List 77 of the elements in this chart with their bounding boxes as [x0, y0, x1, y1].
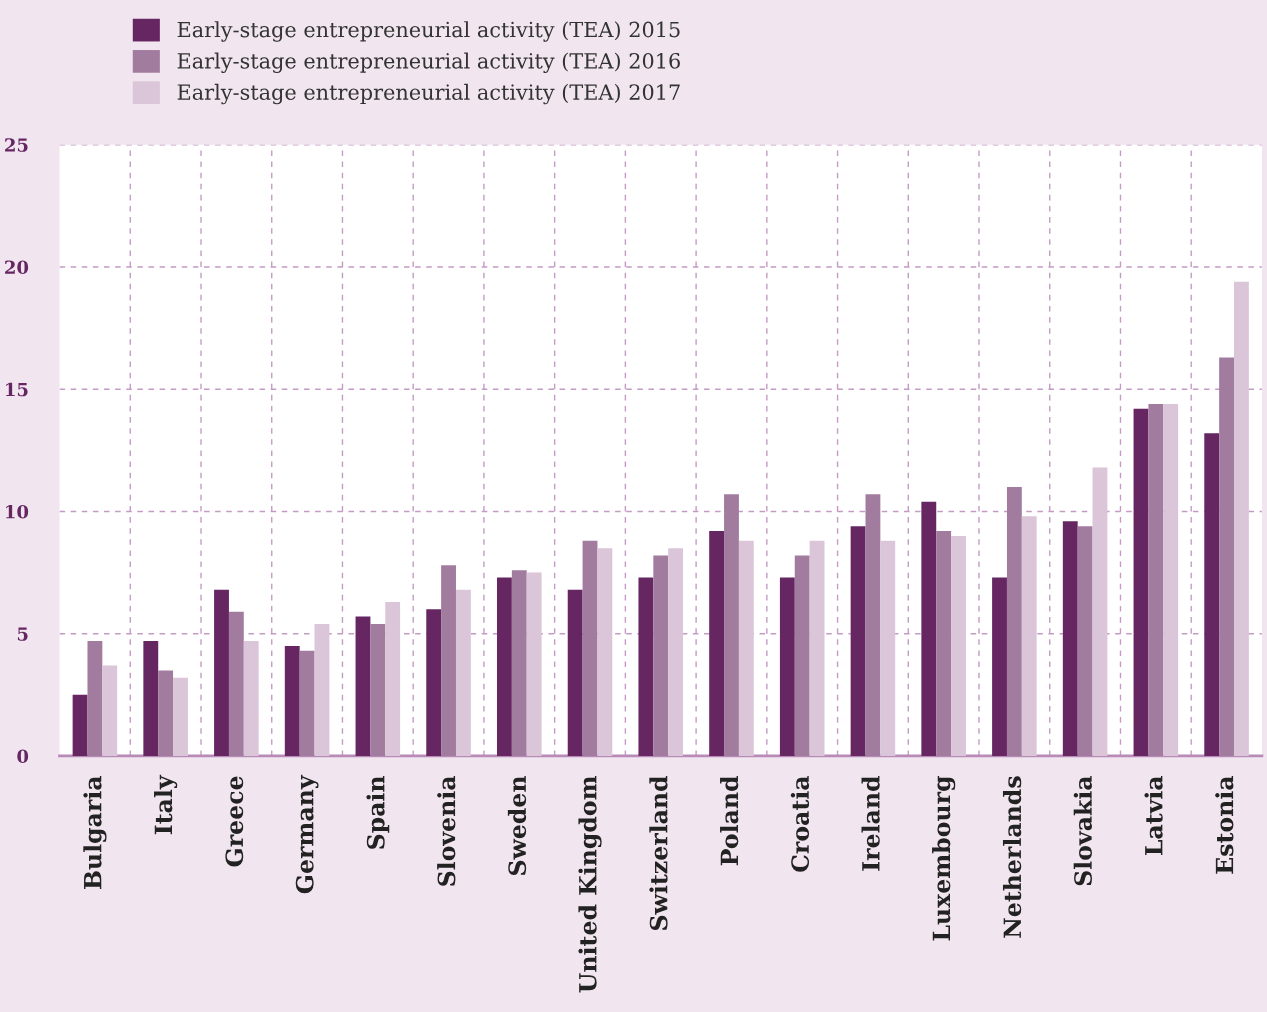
bar	[526, 572, 542, 756]
bar	[653, 555, 669, 756]
x-tick-label: Netherlands	[1002, 776, 1022, 938]
bar	[72, 694, 88, 756]
bar	[426, 609, 442, 756]
bar	[738, 540, 754, 756]
y-tick-label: 10	[6, 504, 29, 519]
bar	[1133, 408, 1149, 756]
x-tick-label: Germany	[295, 774, 319, 894]
bar	[511, 570, 527, 756]
x-tick-label: Croatia	[790, 775, 810, 872]
x-tick-label: Switzerland	[649, 775, 668, 930]
bar	[567, 589, 583, 756]
legend-label: Early-stage entrepreneurial activity (TEA) 2015	[177, 21, 680, 42]
bar	[370, 623, 386, 756]
x-tick-label: Luxembourg	[932, 775, 956, 941]
bar	[1092, 467, 1108, 756]
bar	[597, 548, 613, 756]
x-tick-label: Italy	[154, 774, 178, 835]
bar	[455, 589, 471, 756]
bar	[794, 555, 810, 756]
bar	[173, 677, 188, 756]
x-tick-label: Bulgaria	[83, 775, 107, 889]
bar	[638, 577, 654, 756]
bar	[214, 589, 229, 756]
bar	[299, 650, 315, 756]
bar	[992, 577, 1007, 756]
x-tick-label: Latvia	[1144, 775, 1163, 856]
bar	[355, 616, 371, 756]
bar	[1148, 403, 1164, 756]
bar	[880, 540, 896, 756]
bar	[314, 623, 330, 756]
x-tick-label: Ireland	[861, 775, 880, 871]
bar	[243, 641, 259, 756]
bar	[497, 577, 512, 756]
bar	[724, 494, 739, 756]
bar	[668, 548, 684, 756]
y-tick-label: 0	[17, 749, 29, 764]
bar	[1006, 487, 1022, 756]
legend-label: Early-stage entrepreneurial activity (TEA) 2017	[177, 83, 680, 105]
x-tick-label: United Kingdom	[578, 775, 602, 993]
bar	[809, 540, 825, 756]
x-tick-label: Spain	[366, 775, 390, 849]
bar	[865, 494, 881, 756]
bar	[228, 611, 244, 756]
bar	[158, 670, 174, 756]
bar	[284, 645, 300, 756]
bar	[87, 641, 103, 756]
y-tick-label: 5	[17, 627, 28, 641]
bar	[951, 535, 966, 756]
bar	[1077, 526, 1093, 756]
legend-label: Early-stage entrepreneurial activity (TEA) 2016	[177, 52, 680, 74]
bar	[1163, 403, 1179, 756]
bar	[1204, 433, 1220, 756]
bar	[102, 665, 118, 756]
x-tick-label: Sweden	[507, 775, 527, 875]
bar	[1219, 357, 1234, 756]
bar	[441, 565, 456, 756]
bar	[1062, 521, 1078, 756]
x-tick-label: Slovakia	[1073, 775, 1092, 886]
y-tick-label: 20	[5, 260, 29, 275]
y-tick-label: 15	[6, 382, 28, 397]
bar	[709, 531, 725, 756]
bar	[921, 501, 937, 756]
bar	[850, 526, 866, 756]
bar	[936, 531, 952, 756]
bar	[582, 540, 598, 756]
bar	[1021, 516, 1037, 756]
x-tick-label: Poland	[720, 775, 739, 866]
y-tick-label: 25	[5, 138, 28, 152]
x-tick-label: Greece	[225, 776, 244, 867]
bar	[385, 601, 401, 756]
bar	[143, 641, 159, 756]
bar	[779, 577, 795, 756]
x-tick-label: Estonia	[1215, 775, 1234, 874]
bar	[1233, 281, 1249, 756]
x-tick-label: Slovenia	[437, 775, 456, 886]
